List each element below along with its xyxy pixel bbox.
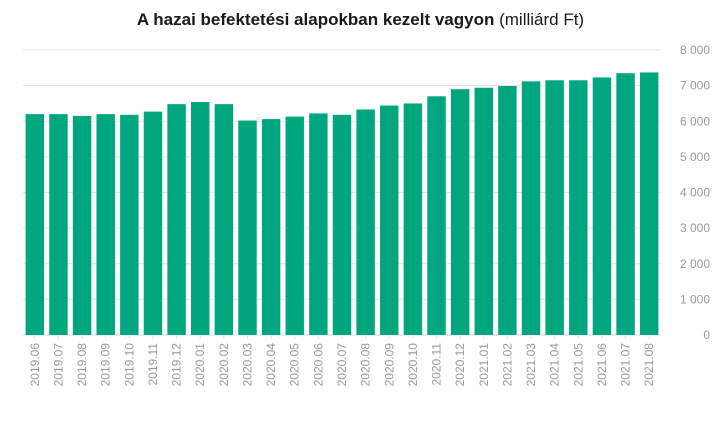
y-tick-label: 3 000 xyxy=(680,221,710,235)
bar-2020.11 xyxy=(427,96,446,335)
bar-2021.02 xyxy=(498,85,517,335)
x-tick-label: 2019.11 xyxy=(146,343,160,386)
bar-2020.05 xyxy=(285,116,304,336)
y-tick-label: 1 000 xyxy=(680,292,710,306)
x-tick-label: 2019.07 xyxy=(51,343,65,387)
x-tick-label: 2019.06 xyxy=(28,343,42,387)
chart-title-unit: (milliárd Ft) xyxy=(499,10,585,29)
x-tick-label: 2021.05 xyxy=(571,343,585,387)
y-tick-label: 5 000 xyxy=(680,150,710,164)
chart-title-main: A hazai befektetési alapokban kezelt vag… xyxy=(136,10,495,29)
x-tick-label: 2019.09 xyxy=(99,343,113,387)
bar-2021.08 xyxy=(639,72,659,335)
x-tick-label: 2020.08 xyxy=(359,343,373,387)
bar-2019.07 xyxy=(49,114,68,336)
bar-2021.05 xyxy=(569,80,588,335)
x-tick-label: 2020.04 xyxy=(264,343,278,387)
bar-2019.12 xyxy=(167,104,186,336)
bar-2020.02 xyxy=(214,104,234,336)
chart-title: A hazai befektetési alapokban kezelt vag… xyxy=(0,10,721,30)
x-axis-ticks: 2019.06 2019.07 2019.08 2019.09 2019.10 2019.… xyxy=(28,335,656,386)
x-tick-label: 2020.11 xyxy=(430,343,444,386)
x-tick-label: 2019.08 xyxy=(75,343,89,387)
bar-2021.04 xyxy=(545,80,564,335)
x-tick-label: 2021.03 xyxy=(524,343,538,387)
y-tick-label: 7 000 xyxy=(680,79,710,93)
bar-2019.06 xyxy=(25,114,45,336)
x-tick-label: 2019.12 xyxy=(170,343,184,387)
bar-2020.12 xyxy=(450,89,470,335)
x-tick-label: 2020.02 xyxy=(217,343,231,387)
bar-2020.08 xyxy=(356,109,375,336)
x-tick-label: 2020.05 xyxy=(288,343,302,387)
bar-2020.07 xyxy=(332,114,352,335)
bar-2020.09 xyxy=(380,105,399,335)
x-tick-label: 2020.01 xyxy=(193,343,207,387)
y-tick-label: 2 000 xyxy=(680,257,710,271)
x-tick-label: 2020.06 xyxy=(311,343,325,387)
x-tick-label: 2021.07 xyxy=(619,343,633,387)
bar-2021.01 xyxy=(474,87,493,335)
y-tick-label: 8 000 xyxy=(680,43,710,57)
bar-2021.03 xyxy=(521,81,541,335)
bar-2019.09 xyxy=(96,114,115,336)
bar-2019.10 xyxy=(120,114,139,335)
x-tick-label: 2021.02 xyxy=(500,343,514,387)
bar-2020.06 xyxy=(309,113,328,335)
x-tick-label: 2020.09 xyxy=(382,343,396,387)
bar-2020.04 xyxy=(261,119,281,335)
y-axis-ticks: 0 1 000 2 000 3 000 4 000 5 000 6 000 7 000 8 00… xyxy=(680,43,710,342)
bar-2020.01 xyxy=(191,102,210,335)
bar-2021.06 xyxy=(592,77,612,336)
y-tick-label: 4 000 xyxy=(680,186,710,200)
x-tick-label: 2020.07 xyxy=(335,343,349,387)
x-tick-label: 2020.12 xyxy=(453,343,467,387)
x-tick-label: 2019.10 xyxy=(122,343,136,387)
bar-2019.08 xyxy=(72,115,92,335)
x-tick-label: 2021.08 xyxy=(642,343,656,387)
bar-2021.07 xyxy=(616,73,635,335)
bars xyxy=(25,72,659,336)
bar-2020.03 xyxy=(238,120,257,335)
y-tick-label: 0 xyxy=(703,328,710,342)
x-tick-label: 2021.04 xyxy=(548,343,562,387)
x-tick-label: 2020.03 xyxy=(240,343,254,387)
x-tick-label: 2021.01 xyxy=(477,343,491,387)
x-tick-label: 2020.10 xyxy=(406,343,420,387)
bar-2019.11 xyxy=(143,111,163,335)
y-tick-label: 6 000 xyxy=(680,114,710,128)
bar-2020.10 xyxy=(403,103,423,335)
x-tick-label: 2021.06 xyxy=(595,343,609,387)
